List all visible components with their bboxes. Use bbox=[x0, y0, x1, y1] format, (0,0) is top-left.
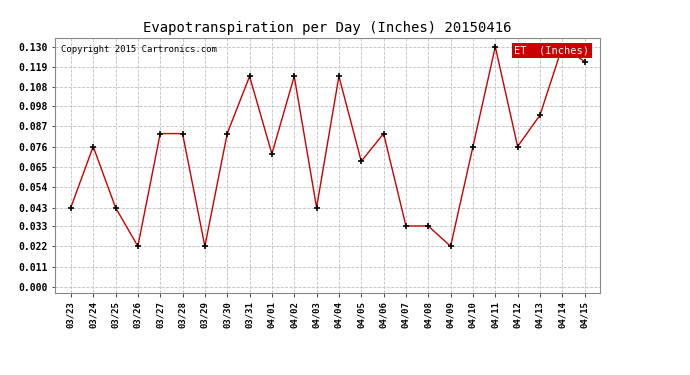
Text: Copyright 2015 Cartronics.com: Copyright 2015 Cartronics.com bbox=[61, 45, 217, 54]
Title: Evapotranspiration per Day (Inches) 20150416: Evapotranspiration per Day (Inches) 2015… bbox=[144, 21, 512, 35]
Text: ET  (Inches): ET (Inches) bbox=[515, 45, 589, 55]
